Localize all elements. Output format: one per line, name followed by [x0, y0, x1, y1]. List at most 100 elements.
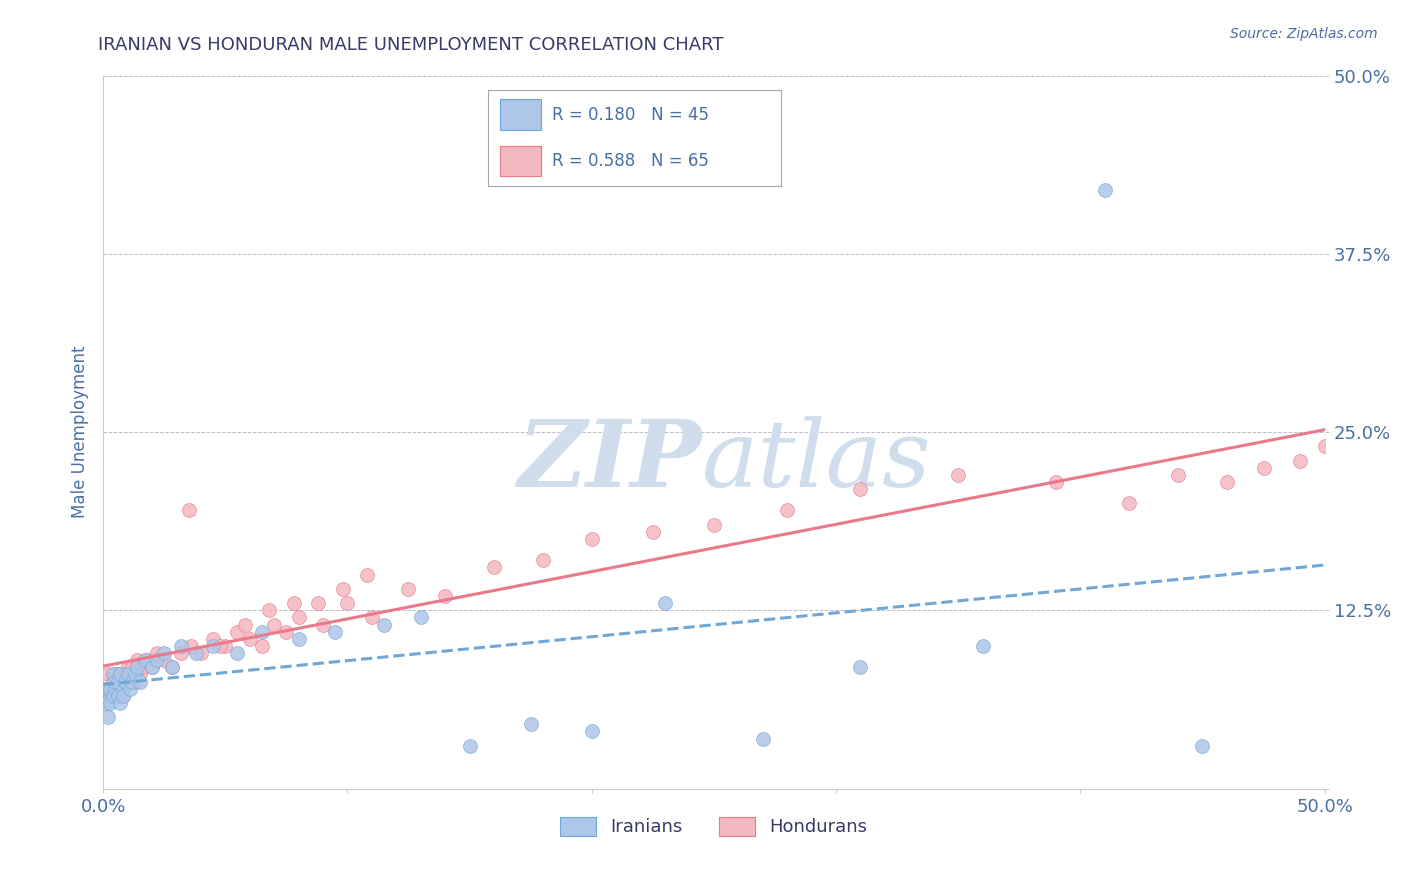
- Point: [110, 667, 132, 681]
- Point: [104, 674, 127, 689]
- Point: [409, 610, 432, 624]
- Point: [323, 624, 346, 639]
- Point: [97, 667, 120, 681]
- Point: [110, 696, 132, 710]
- Point: [482, 560, 505, 574]
- Point: [287, 632, 309, 646]
- Point: [141, 660, 163, 674]
- Point: [160, 660, 183, 674]
- Point: [170, 639, 193, 653]
- Point: [107, 674, 129, 689]
- Point: [849, 660, 872, 674]
- Point: [117, 660, 139, 674]
- Point: [94, 681, 117, 696]
- Point: [307, 596, 329, 610]
- Legend: Iranians, Hondurans: Iranians, Hondurans: [553, 810, 875, 844]
- Point: [581, 724, 603, 739]
- Point: [202, 632, 225, 646]
- Point: [131, 660, 153, 674]
- Point: [146, 653, 169, 667]
- Point: [641, 524, 664, 539]
- Point: [118, 681, 141, 696]
- Point: [153, 646, 176, 660]
- Point: [107, 674, 129, 689]
- Point: [209, 639, 232, 653]
- Point: [134, 653, 156, 667]
- Point: [121, 674, 143, 689]
- Point: [97, 710, 120, 724]
- Point: [184, 646, 207, 660]
- Point: [141, 660, 163, 674]
- Text: Source: ZipAtlas.com: Source: ZipAtlas.com: [1230, 27, 1378, 41]
- Point: [1045, 475, 1067, 489]
- Text: ZIP: ZIP: [517, 416, 702, 506]
- Point: [97, 681, 120, 696]
- Point: [1216, 475, 1239, 489]
- Point: [111, 689, 134, 703]
- Point: [111, 689, 134, 703]
- Point: [226, 624, 249, 639]
- Point: [458, 739, 481, 753]
- Point: [233, 617, 256, 632]
- Point: [1094, 183, 1116, 197]
- Point: [104, 681, 127, 696]
- Point: [180, 639, 202, 653]
- Point: [214, 639, 236, 653]
- Point: [972, 639, 994, 653]
- Point: [332, 582, 354, 596]
- Point: [127, 653, 149, 667]
- Point: [101, 674, 124, 689]
- Point: [101, 667, 124, 681]
- Point: [111, 674, 134, 689]
- Text: atlas: atlas: [702, 416, 931, 506]
- Point: [519, 717, 541, 731]
- Point: [202, 639, 225, 653]
- Point: [117, 667, 139, 681]
- Point: [121, 660, 143, 674]
- Point: [239, 632, 262, 646]
- Point: [336, 596, 359, 610]
- Point: [160, 660, 183, 674]
- Point: [190, 646, 212, 660]
- Point: [111, 681, 134, 696]
- Point: [136, 653, 159, 667]
- Point: [776, 503, 799, 517]
- Point: [94, 696, 117, 710]
- Point: [654, 596, 676, 610]
- Point: [703, 517, 725, 532]
- Point: [1118, 496, 1140, 510]
- Point: [100, 689, 122, 703]
- Point: [531, 553, 554, 567]
- Text: IRANIAN VS HONDURAN MALE UNEMPLOYMENT CORRELATION CHART: IRANIAN VS HONDURAN MALE UNEMPLOYMENT CO…: [98, 36, 724, 54]
- Point: [263, 617, 285, 632]
- Point: [1167, 467, 1189, 482]
- Y-axis label: Male Unemployment: Male Unemployment: [72, 346, 89, 518]
- Point: [128, 674, 150, 689]
- Point: [153, 653, 176, 667]
- Point: [177, 503, 200, 517]
- Point: [581, 532, 603, 546]
- Point: [250, 639, 273, 653]
- Point: [250, 624, 273, 639]
- Point: [283, 596, 305, 610]
- Point: [100, 696, 122, 710]
- Point: [946, 467, 969, 482]
- Point: [360, 610, 382, 624]
- Point: [226, 646, 249, 660]
- Point: [373, 617, 395, 632]
- Point: [312, 617, 335, 632]
- Point: [1253, 460, 1275, 475]
- Point: [128, 667, 150, 681]
- Point: [1289, 453, 1312, 467]
- Point: [101, 689, 124, 703]
- Point: [257, 603, 280, 617]
- Point: [107, 689, 129, 703]
- Point: [1191, 739, 1213, 753]
- Point: [100, 681, 122, 696]
- Point: [751, 731, 773, 746]
- Point: [1313, 439, 1336, 453]
- Point: [110, 667, 132, 681]
- Point: [276, 624, 298, 639]
- Point: [107, 689, 129, 703]
- Point: [146, 646, 169, 660]
